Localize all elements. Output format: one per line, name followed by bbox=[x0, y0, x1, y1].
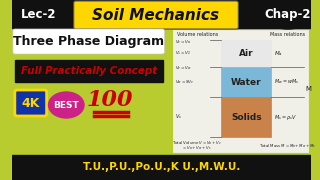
Text: Air: Air bbox=[239, 49, 253, 58]
Text: $= V_a + V_w + V_s$: $= V_a + V_w + V_s$ bbox=[182, 144, 212, 152]
Text: Soil Mechanics: Soil Mechanics bbox=[92, 8, 220, 22]
Bar bbox=[12, 0, 311, 28]
Ellipse shape bbox=[49, 92, 84, 118]
FancyBboxPatch shape bbox=[15, 90, 47, 116]
Text: Chap-2: Chap-2 bbox=[265, 8, 311, 21]
Text: $M_w = wM_s$: $M_w = wM_s$ bbox=[274, 78, 299, 86]
Text: M: M bbox=[306, 86, 312, 91]
Bar bbox=[12, 155, 311, 180]
Text: Three Phase Diagram: Three Phase Diagram bbox=[13, 35, 164, 48]
Bar bbox=[173, 30, 308, 152]
Text: 100: 100 bbox=[87, 89, 133, 111]
Bar bbox=[15, 60, 163, 82]
Text: $M_s=\rho_s V$: $M_s=\rho_s V$ bbox=[274, 112, 297, 122]
Text: $V_v=V_a$: $V_v=V_a$ bbox=[175, 38, 191, 46]
Bar bbox=[221, 67, 271, 97]
Text: $V_v=V_w$: $V_v=V_w$ bbox=[175, 64, 192, 72]
Ellipse shape bbox=[14, 0, 62, 29]
Ellipse shape bbox=[264, 0, 312, 29]
FancyBboxPatch shape bbox=[74, 1, 238, 29]
Text: $V_s$: $V_s$ bbox=[175, 112, 182, 122]
Bar bbox=[12, 0, 311, 155]
Text: $M_a$: $M_a$ bbox=[274, 49, 283, 58]
Bar bbox=[221, 97, 271, 137]
Text: Water: Water bbox=[231, 78, 261, 87]
Text: 4K: 4K bbox=[21, 96, 40, 109]
Text: T.U.,P.U.,Po.U.,K U.,M.W.U.: T.U.,P.U.,Po.U.,K U.,M.W.U. bbox=[83, 163, 240, 172]
Text: Solids: Solids bbox=[231, 112, 261, 122]
Text: Full Practically Concept: Full Practically Concept bbox=[20, 66, 157, 76]
Bar bbox=[221, 40, 271, 67]
Text: $V_w=S V_v$: $V_w=S V_v$ bbox=[175, 78, 194, 86]
Text: Mass relations: Mass relations bbox=[270, 31, 305, 37]
Text: Total Volume $V = V_a + V_v$: Total Volume $V = V_a + V_v$ bbox=[172, 139, 222, 147]
Bar bbox=[271, 40, 304, 137]
Text: Lec-2: Lec-2 bbox=[20, 8, 56, 21]
Text: Volume relations: Volume relations bbox=[177, 31, 218, 37]
Text: $V_1=V_2$: $V_1=V_2$ bbox=[175, 50, 191, 57]
Text: BEST: BEST bbox=[53, 100, 79, 109]
Text: Total Mass $M = M_a + M_w + M_s$: Total Mass $M = M_a + M_w + M_s$ bbox=[259, 142, 316, 150]
FancyBboxPatch shape bbox=[13, 29, 164, 54]
